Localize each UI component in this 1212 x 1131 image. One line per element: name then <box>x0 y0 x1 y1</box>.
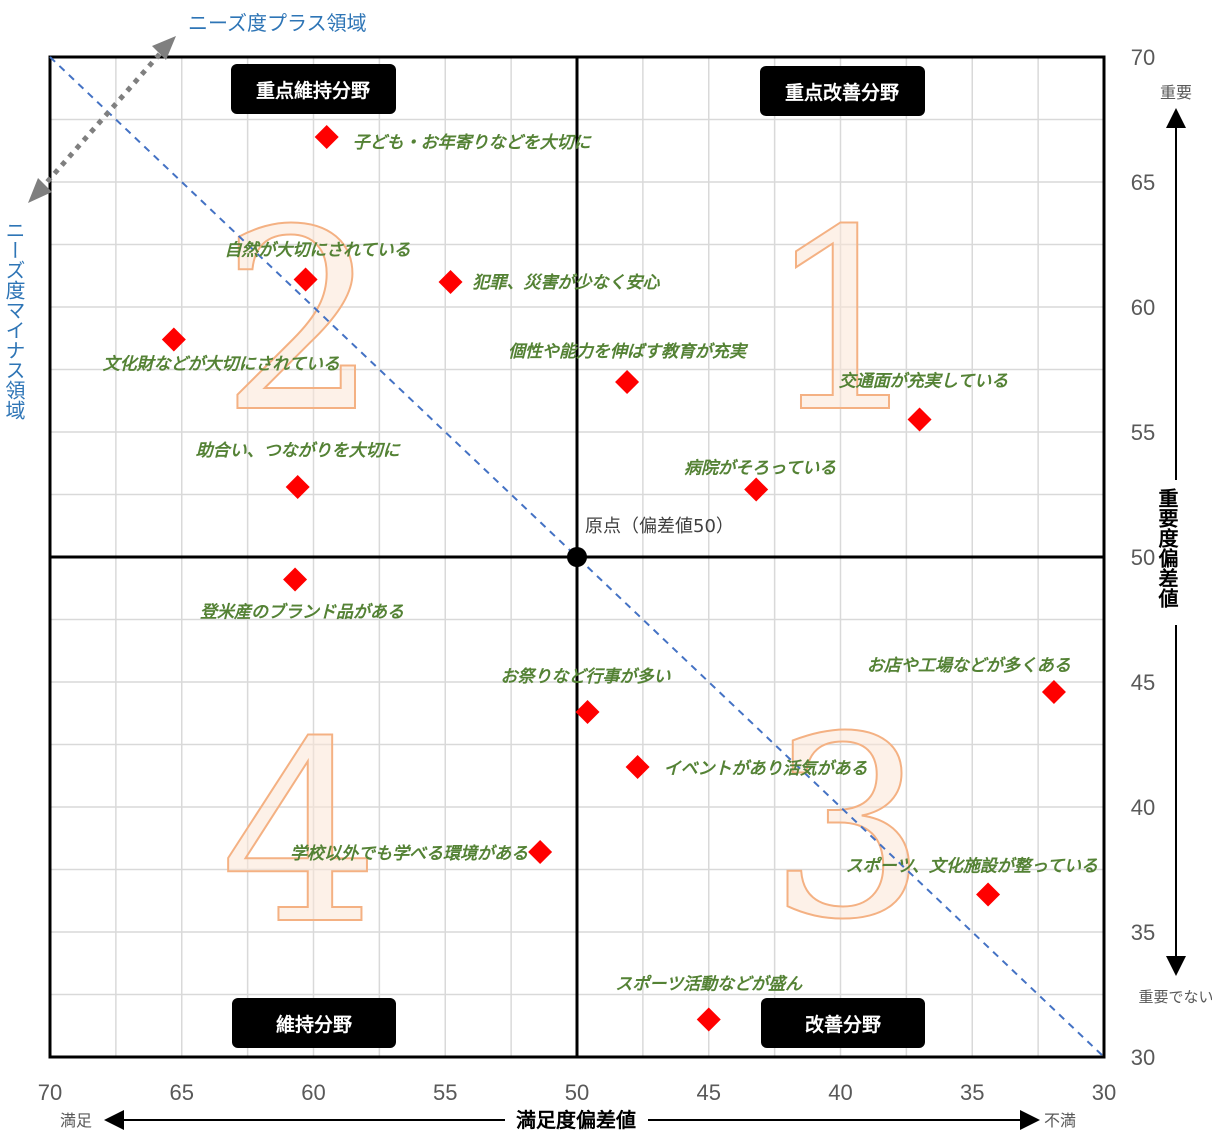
data-points <box>161 125 1066 1032</box>
x-tick-label: 65 <box>170 1080 194 1105</box>
data-point <box>625 755 650 779</box>
data-point <box>744 477 769 502</box>
data-label: 交通面が充実している <box>839 372 1009 392</box>
y-tick-label: 50 <box>1131 545 1155 570</box>
quadrant-label-juten-kaizen: 重点改善分野 <box>785 81 899 104</box>
data-labels: 子ども・お年寄りなどを大切に自然が大切にされている犯罪、災害が少なく安心文化財な… <box>103 133 1098 995</box>
x-tick-label: 45 <box>697 1080 721 1105</box>
x-tick-label: 35 <box>960 1080 984 1105</box>
quadrant-numbers: 1 2 3 4 <box>219 175 928 980</box>
x-left-note: 満足 <box>60 1111 92 1130</box>
y-top-note: 重要 <box>1160 83 1192 102</box>
data-point <box>161 327 186 352</box>
needs-diagonal <box>49 56 1105 1058</box>
data-point <box>696 1007 721 1032</box>
data-point <box>283 567 308 592</box>
data-point <box>528 840 553 864</box>
tick-labels: 70 65 60 55 50 45 40 35 30 70 65 60 55 50 45 40 35 30 <box>38 45 1155 1105</box>
needs-plus-label: ニーズ度プラス領域 <box>188 11 367 35</box>
quadrant-label-juten-iji: 重点維持分野 <box>256 79 370 102</box>
data-label: スポーツ活動などが盛ん <box>615 975 803 995</box>
quadrant-label-box: 改善分野 <box>761 998 925 1048</box>
x-tick-label: 40 <box>828 1080 852 1105</box>
data-label: 文化財などが大切にされている <box>103 355 340 375</box>
y-tick-label: 45 <box>1131 670 1155 695</box>
data-point <box>293 267 318 292</box>
data-label: スポーツ、文化施設が整っている <box>846 857 1098 877</box>
quadrant-label-kaizen: 改善分野 <box>805 1013 881 1036</box>
quadrant-number-4: 4 <box>220 688 379 979</box>
x-axis-title: 満足度偏差値 <box>516 1108 636 1131</box>
data-label: 自然が大切にされている <box>224 241 410 261</box>
x-tick-label: 70 <box>38 1080 62 1105</box>
data-point <box>615 370 640 394</box>
x-tick-label: 30 <box>1092 1080 1116 1105</box>
quadrant-number-2: 2 <box>220 176 379 467</box>
data-label: 個性や能力を伸ばす教育が充実 <box>508 342 749 362</box>
data-label: 助合い、つながりを大切に <box>196 441 402 461</box>
y-tick-label: 55 <box>1131 420 1155 445</box>
y-tick-label: 70 <box>1131 45 1155 70</box>
needs-arrow-head-top <box>152 36 176 60</box>
data-label: 子ども・お年寄りなどを大切に <box>353 133 593 153</box>
x-tick-label: 55 <box>433 1080 457 1105</box>
y-tick-label: 35 <box>1131 920 1155 945</box>
data-point <box>1041 680 1066 704</box>
origin-label: 原点（偏差値50） <box>585 516 734 537</box>
y-tick-label: 40 <box>1131 795 1155 820</box>
quadrant-number-1: 1 <box>765 176 924 467</box>
quadrant-label-box: 重点維持分野 <box>231 64 396 114</box>
needs-double-arrow <box>38 46 167 192</box>
data-point <box>314 125 339 149</box>
y-bottom-note: 重要でない <box>1138 988 1212 1006</box>
data-label: お店や工場などが多くある <box>867 656 1071 676</box>
data-point <box>285 475 310 499</box>
data-label: イベントがあり活気がある <box>664 759 868 779</box>
quadrant-label-iji: 維持分野 <box>276 1013 352 1036</box>
data-point <box>907 407 932 432</box>
data-label: 病院がそろっている <box>684 459 836 479</box>
quadrant-label-box: 維持分野 <box>232 998 396 1048</box>
x-tick-label: 60 <box>301 1080 325 1105</box>
data-point <box>976 882 1001 907</box>
needs-arrow-head-bottom <box>28 178 52 203</box>
origin-point <box>567 547 587 567</box>
x-tick-label: 50 <box>565 1080 589 1105</box>
y-tick-label: 65 <box>1131 170 1155 195</box>
data-point <box>575 700 600 724</box>
data-point <box>438 270 463 294</box>
quadrant-number-3: 3 <box>768 683 927 974</box>
data-label: 犯罪、災害が少なく安心 <box>473 273 661 293</box>
needs-minus-label: ニーズ度マイナス領域 <box>2 220 26 420</box>
data-label: 登米産のブランド品がある <box>200 603 404 623</box>
data-label: 学校以外でも学べる環境がある <box>290 844 528 864</box>
x-right-note: 不満 <box>1044 1111 1076 1130</box>
y-tick-label: 60 <box>1131 295 1155 320</box>
y-axis-title: 重要度偏差値 <box>1155 488 1179 608</box>
y-tick-label: 30 <box>1131 1045 1155 1070</box>
quadrant-label-box: 重点改善分野 <box>760 66 925 116</box>
data-label: お祭りなど行事が多い <box>501 667 672 687</box>
